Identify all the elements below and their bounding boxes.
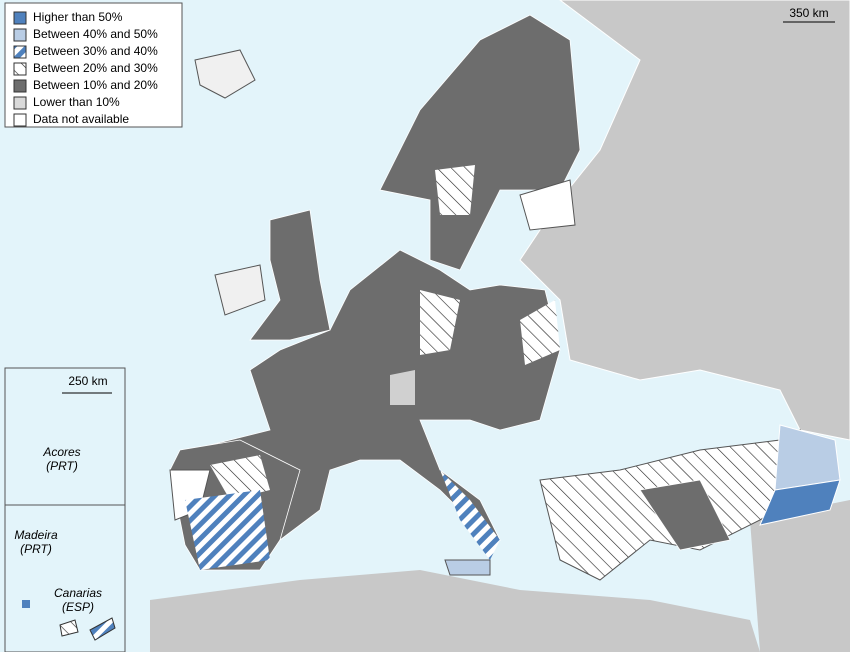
non-eu-land [519,0,850,441]
island [89,617,116,641]
iceland [194,49,256,99]
island [59,619,79,637]
legend-label: Higher than 50% [33,10,123,24]
region-hatched [520,300,560,365]
inset-label: (PRT) [20,542,52,556]
legend-swatch [13,62,27,76]
uk [249,209,331,341]
region-low [390,370,415,405]
ireland [214,264,266,316]
legend-swatch [13,11,27,25]
region-blue-stripe [440,470,500,560]
sicily [444,559,491,576]
legend-label: Lower than 10% [33,95,120,109]
legend-swatch [13,96,27,110]
legend-label: Data not available [33,112,129,126]
region-mid [639,479,731,551]
island [22,600,30,608]
inset-label: Canarias [54,586,102,600]
inset-label: (PRT) [46,459,78,473]
middle-east [750,500,850,652]
legend-swatch [13,28,27,42]
region-hatched [435,165,475,215]
scale-label: 250 km [68,374,107,388]
scale-label: 350 km [789,6,828,20]
legend [4,2,183,128]
region-hatched [420,290,460,355]
legend-label: Between 40% and 50% [33,27,158,41]
legend-swatch [13,113,27,127]
inset-label: (ESP) [62,600,94,614]
legend-swatch [13,45,27,59]
inset-label: Acores [42,445,80,459]
legend-label: Between 20% and 30% [33,61,158,75]
africa [150,570,760,652]
region-blue-stripe [185,490,270,570]
region-blue [759,479,841,526]
inset-frame [4,367,126,652]
legend-label: Between 30% and 40% [33,44,158,58]
region-na [519,179,576,231]
legend-label: Between 10% and 20% [33,78,158,92]
legend-items: Higher than 50% Between 40% and 50% Betwee… [13,10,158,127]
legend-swatch [13,79,27,93]
inset-label: Madeira [14,528,58,542]
region-hatched [210,455,270,500]
